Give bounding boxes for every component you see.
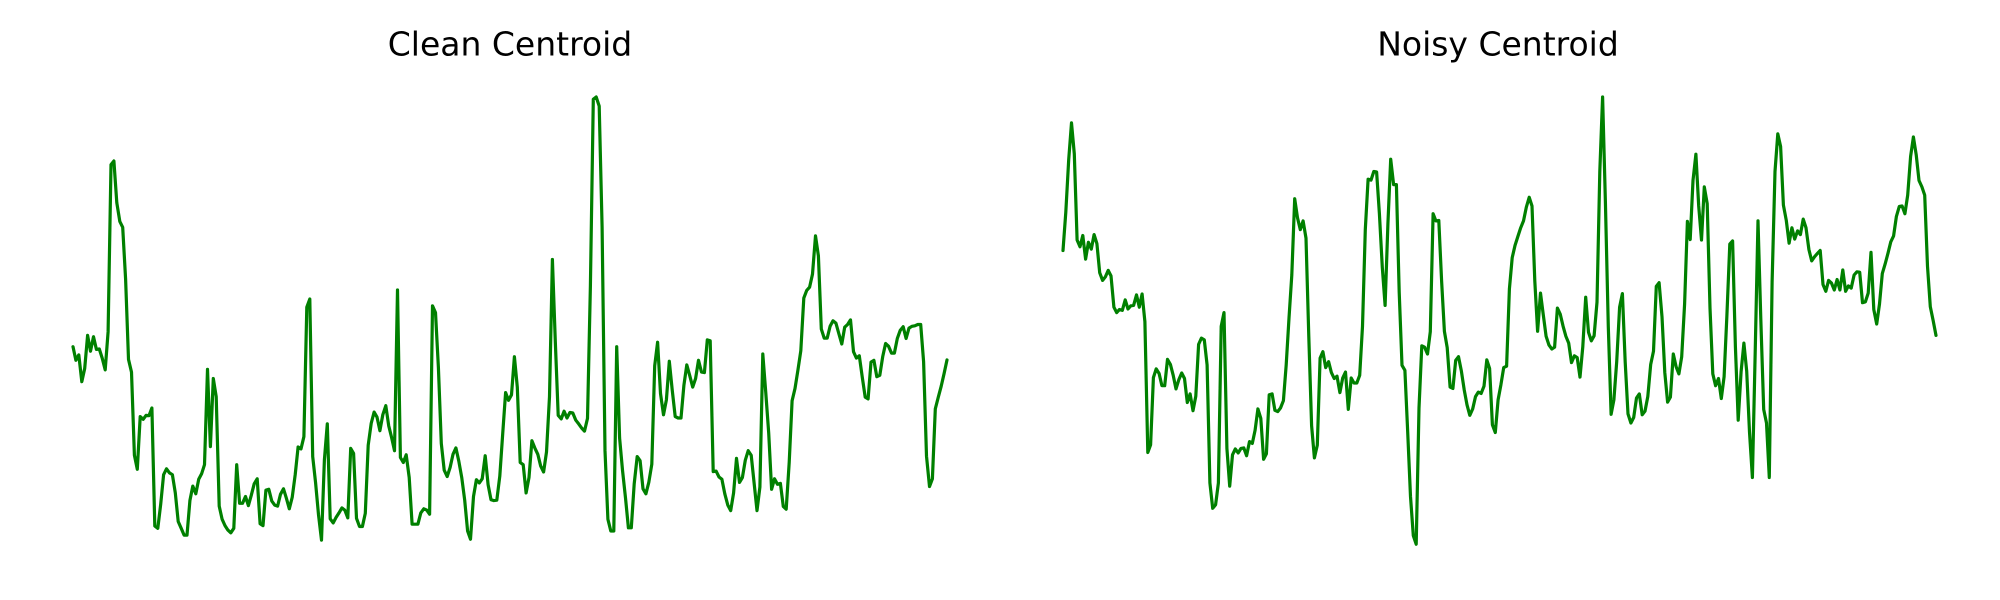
chart-title-noisy-centroid: Noisy Centroid	[1377, 25, 1619, 64]
subplot-clean-centroid: Clean Centroid	[71, 25, 949, 542]
series-line-noisy-centroid	[1061, 95, 1938, 546]
subplot-noisy-centroid: Noisy Centroid	[1061, 25, 1938, 546]
chart-title-clean-centroid: Clean Centroid	[388, 25, 633, 64]
series-line-clean-centroid	[71, 95, 949, 542]
